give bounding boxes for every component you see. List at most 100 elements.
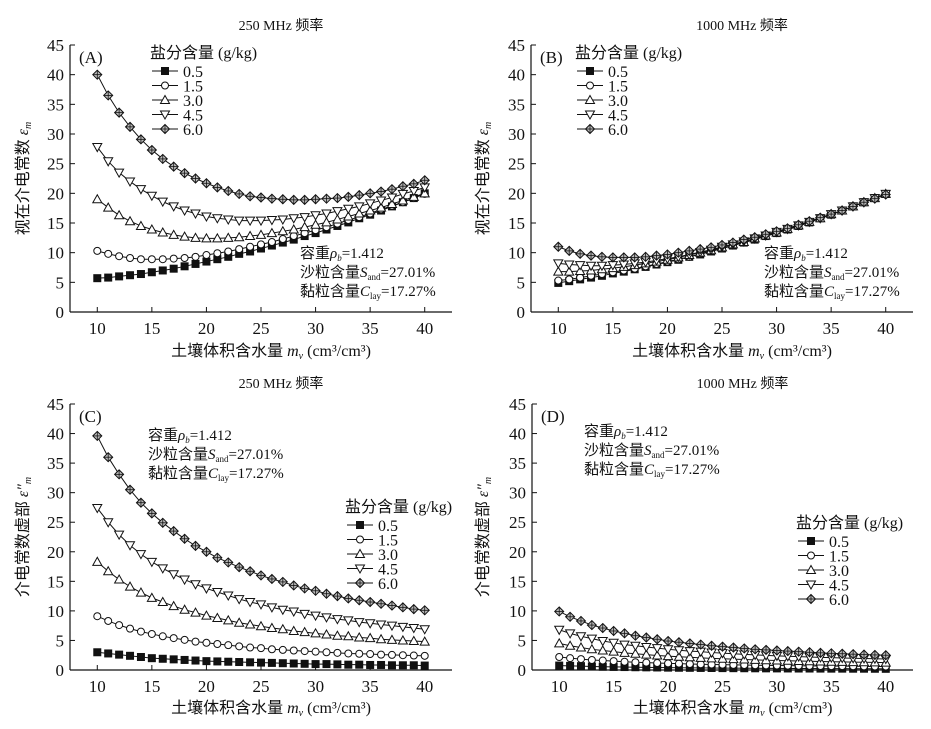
data-point <box>332 207 343 217</box>
data-point <box>201 178 212 189</box>
data-point <box>321 216 332 227</box>
data-point <box>233 561 245 573</box>
data-point <box>266 622 278 633</box>
data-point <box>597 644 609 655</box>
data-point <box>375 598 387 610</box>
data-point <box>826 648 837 659</box>
y-tick-label: 10 <box>509 602 526 621</box>
legend-item-0-5: 0.5 <box>347 518 398 535</box>
x-tick-label: 35 <box>362 319 379 338</box>
data-point <box>158 654 167 663</box>
legend-item-6-0: 6.0 <box>347 576 398 593</box>
series-3-0 <box>91 187 431 243</box>
data-point <box>289 232 298 241</box>
data-point <box>858 197 870 208</box>
data-point <box>299 213 311 223</box>
data-point <box>244 191 256 202</box>
data-point <box>157 564 169 574</box>
series-line <box>96 507 425 630</box>
data-point <box>552 259 564 269</box>
panel-label: (B) <box>540 48 563 67</box>
data-point <box>630 641 641 652</box>
legend-label: 0.5 <box>378 518 398 535</box>
data-point <box>124 581 136 591</box>
data-point <box>255 192 267 203</box>
data-point <box>179 206 190 217</box>
data-point <box>420 661 429 670</box>
data-point <box>409 661 418 670</box>
y-tick-label: 40 <box>509 425 526 444</box>
chart-title: 250 MHz 频率 <box>239 17 324 34</box>
data-point <box>115 272 124 281</box>
y-tick-label: 15 <box>508 214 525 233</box>
data-point <box>169 254 178 263</box>
legend-item-4-5: 4.5 <box>347 562 398 579</box>
data-point <box>397 189 409 200</box>
y-tick-label: 35 <box>508 95 525 114</box>
data-point <box>146 144 158 156</box>
y-tick-label: 35 <box>47 95 64 114</box>
x-axis-label: 土壤体积含水量 mv (cm³/cm³) <box>171 341 371 362</box>
data-point <box>869 649 881 661</box>
data-point <box>398 651 407 660</box>
legend-item-1-5: 1.5 <box>798 549 849 566</box>
legend-marker <box>354 548 366 558</box>
data-point <box>147 629 156 638</box>
data-point <box>113 209 125 220</box>
data-point <box>233 231 245 242</box>
data-point <box>246 242 255 251</box>
data-point <box>102 202 114 212</box>
data-point <box>685 659 694 668</box>
data-point <box>651 634 663 645</box>
x-tick-label: 15 <box>143 677 160 696</box>
data-point <box>168 229 180 239</box>
data-point <box>288 607 300 617</box>
data-point <box>288 625 300 635</box>
series-line <box>558 193 886 284</box>
y-tick-label: 20 <box>509 543 526 562</box>
data-point <box>563 245 575 257</box>
legend-label: 3.0 <box>183 93 203 110</box>
data-point <box>310 585 321 596</box>
data-point <box>673 637 685 648</box>
data-point <box>202 657 211 666</box>
legend-item-3-0: 3.0 <box>152 93 203 110</box>
x-axis-label: 土壤体积含水量 mv (cm³/cm³) <box>633 698 833 719</box>
data-point <box>91 193 103 204</box>
y-axis-label: 视在介电常数 εm <box>474 122 494 236</box>
data-point <box>575 615 587 627</box>
legend-marker <box>354 577 366 589</box>
data-point <box>135 497 147 508</box>
data-point <box>609 657 618 666</box>
legend-label: 4.5 <box>378 562 398 579</box>
data-point <box>135 134 147 145</box>
data-point <box>706 640 717 651</box>
annotation-line: 黏粒含量Clay=17.27% <box>148 465 284 483</box>
data-point <box>387 661 396 670</box>
data-point <box>684 638 696 649</box>
legend-item-3-0: 3.0 <box>798 563 849 580</box>
data-point <box>321 209 332 220</box>
legend-item-0-5: 0.5 <box>577 64 628 81</box>
data-point <box>158 632 167 641</box>
data-point <box>662 650 674 661</box>
data-point <box>233 188 245 200</box>
data-point <box>255 600 267 610</box>
data-point <box>146 224 158 234</box>
chart-panel-c: 250 MHz 频率 0 5 10 15 20 25 30 35 40 45 10 15 20 25 30 35… <box>14 375 452 719</box>
data-point <box>608 625 619 637</box>
data-point <box>289 659 298 668</box>
data-point <box>157 226 169 237</box>
data-point <box>277 605 289 616</box>
data-point <box>169 634 178 643</box>
data-point <box>233 595 245 605</box>
x-tick-label: 15 <box>605 677 622 696</box>
data-point <box>180 262 189 271</box>
x-tick-label: 35 <box>823 319 840 338</box>
data-point <box>364 205 376 215</box>
data-point <box>342 616 354 626</box>
data-point <box>113 107 125 118</box>
data-point <box>597 622 608 634</box>
